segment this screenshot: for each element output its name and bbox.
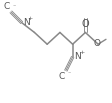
Text: O: O — [94, 39, 101, 48]
Text: +: + — [80, 50, 85, 55]
Text: ⁻: ⁻ — [13, 5, 16, 10]
Text: C: C — [4, 2, 10, 11]
Text: O: O — [82, 19, 89, 29]
Text: +: + — [28, 16, 33, 21]
Text: ⁻: ⁻ — [68, 73, 71, 78]
Text: C: C — [59, 72, 65, 81]
Text: N: N — [23, 18, 29, 27]
Text: N: N — [75, 52, 81, 61]
